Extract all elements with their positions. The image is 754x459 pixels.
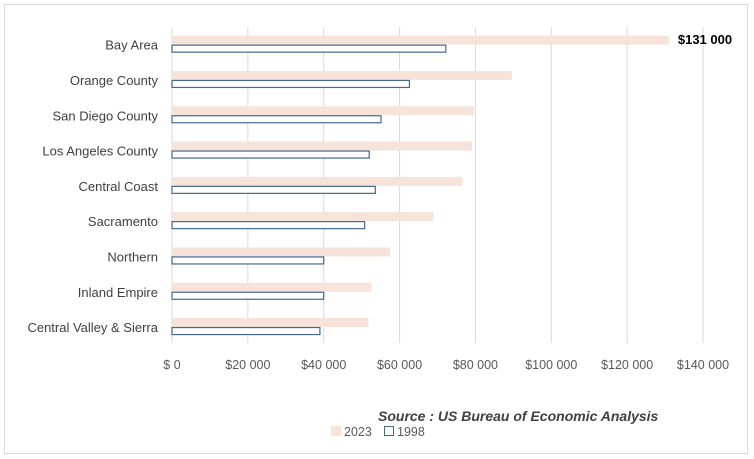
legend-label-2023: 2023 (344, 425, 372, 439)
chart-frame (4, 4, 748, 454)
bar-1998 (171, 185, 376, 194)
x-tick-label: $40 000 (301, 358, 346, 372)
bar-2023 (172, 70, 512, 80)
source-note: Source : US Bureau of Economic Analysis (378, 408, 659, 424)
bar-1998 (171, 150, 370, 159)
bar-1998 (171, 291, 325, 300)
x-tick-label: $140 000 (677, 358, 729, 372)
bar-1998 (171, 256, 325, 265)
bar-2023 (172, 176, 463, 186)
bar-1998 (171, 115, 382, 124)
bar-2023 (172, 106, 474, 116)
category-label: Northern (107, 249, 158, 264)
category-label: Los Angeles County (42, 144, 158, 159)
bar-1998 (171, 326, 321, 336)
bar-1998 (171, 221, 366, 230)
bar-1998 (171, 44, 447, 53)
category-label: Sacramento (88, 214, 158, 229)
bar-1998 (171, 79, 411, 89)
category-label: Central Coast (79, 179, 159, 194)
x-tick-label: $60 000 (377, 358, 422, 372)
bar-2023 (172, 247, 391, 257)
x-tick-label: $20 000 (225, 358, 270, 372)
category-label: Central Valley & Sierra (27, 320, 158, 335)
data-label: $131 000 (678, 32, 732, 47)
legend-label-1998: 1998 (397, 425, 425, 439)
bar-2023 (172, 282, 372, 292)
bar-2023 (172, 35, 669, 45)
x-tick-label: $120 000 (601, 358, 653, 372)
category-label: San Diego County (52, 108, 158, 123)
x-tick-label: $100 000 (525, 358, 577, 372)
x-tick-label: $ 0 (163, 358, 180, 372)
bar-2023 (172, 141, 473, 151)
x-tick-label: $80 000 (453, 358, 498, 372)
legend-swatch-1998 (384, 426, 394, 436)
category-label: Inland Empire (78, 285, 158, 300)
bar-2023 (172, 212, 434, 222)
category-label: Orange County (70, 73, 159, 88)
bar-2023 (172, 318, 369, 328)
category-label: Bay Area (105, 38, 159, 53)
legend-swatch-2023 (331, 426, 341, 436)
